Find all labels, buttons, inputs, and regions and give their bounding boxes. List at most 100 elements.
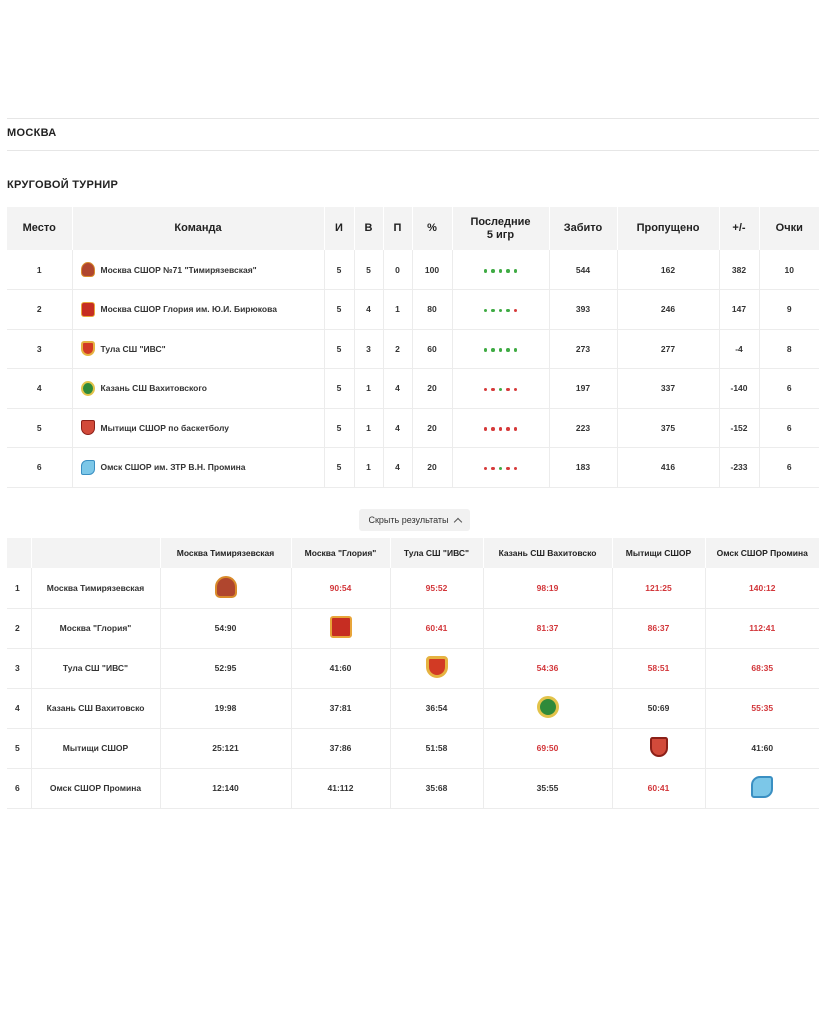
omsk-promin-logo-icon — [751, 776, 774, 798]
conceded-cell: 337 — [617, 368, 720, 409]
win-dot-icon — [491, 269, 495, 273]
match-score[interactable]: 52:95 — [160, 648, 292, 689]
match-score[interactable]: 51:58 — [390, 728, 484, 769]
header-scored[interactable]: Забито — [549, 207, 618, 250]
matrix-rank: 1 — [7, 568, 32, 609]
match-score[interactable]: 90:54 — [291, 568, 391, 609]
standings-row[interactable]: 1 Москва СШОР №71 "Тимирязевская" 5 5 0 100 54… — [7, 250, 819, 290]
place-cell: 1 — [7, 250, 73, 290]
team-name[interactable]: Тула СШ "ИВС" — [100, 343, 166, 354]
header-last5-line1: Последние — [470, 215, 531, 228]
match-score[interactable]: 55:35 — [705, 688, 819, 729]
team-name[interactable]: Москва СШОР №71 "Тимирязевская" — [100, 264, 257, 275]
match-score[interactable]: 36:54 — [390, 688, 484, 729]
win-dot-icon — [498, 308, 503, 313]
match-score[interactable]: 69:50 — [483, 728, 613, 769]
match-score[interactable]: 86:37 — [612, 608, 706, 649]
matrix-team-name[interactable]: Тула СШ "ИВС" — [31, 648, 161, 689]
match-score[interactable]: 68:35 — [705, 648, 819, 689]
match-score[interactable]: 54:90 — [160, 608, 292, 649]
match-score[interactable]: 54:36 — [483, 648, 613, 689]
header-losses[interactable]: П — [383, 207, 413, 250]
wins-cell: 3 — [354, 329, 384, 369]
points-cell: 9 — [759, 289, 819, 330]
match-score[interactable]: 95:52 — [390, 568, 484, 609]
matrix-team-name[interactable]: Омск СШОР Промина — [31, 768, 161, 809]
scored-cell: 393 — [549, 289, 618, 330]
mytishchi-logo-icon — [649, 737, 668, 757]
standings-row[interactable]: 6 Омск СШОР им. ЗТР В.Н. Промина 5 1 4 20 183 4… — [7, 447, 819, 488]
team-cell[interactable]: Москва СШОР Глория им. Ю.И. Бирюкова — [72, 289, 325, 330]
match-score[interactable]: 60:41 — [390, 608, 484, 649]
header-diff[interactable]: +/- — [719, 207, 760, 250]
matrix-header-team-5[interactable]: Мытищи СШОР — [612, 538, 706, 568]
matrix-header-team-4[interactable]: Казань СШ Вахитовско — [483, 538, 613, 568]
team-cell[interactable]: Казань СШ Вахитовского — [72, 368, 325, 409]
matrix-header-team — [31, 538, 161, 568]
team-name[interactable]: Москва СШОР Глория им. Ю.И. Бирюкова — [100, 304, 277, 315]
match-score[interactable]: 35:55 — [483, 768, 613, 809]
loss-dot-icon — [513, 387, 518, 392]
header-last5-line2: 5 игр — [486, 228, 515, 241]
match-score[interactable]: 98:19 — [483, 568, 613, 609]
match-score[interactable]: 112:41 — [705, 608, 819, 649]
match-score[interactable]: 19:98 — [160, 688, 292, 729]
matrix-header-team-2[interactable]: Москва "Глория" — [291, 538, 391, 568]
standings-row[interactable]: 3 Тула СШ "ИВС" 5 3 2 60 273 277 -4 8 — [7, 329, 819, 369]
matrix-rank: 2 — [7, 608, 32, 649]
diff-cell: -152 — [719, 408, 760, 448]
header-team[interactable]: Команда — [72, 207, 325, 250]
last5-cell — [452, 447, 550, 488]
match-score[interactable]: 121:25 — [612, 568, 706, 609]
standings-row[interactable]: 4 Казань СШ Вахитовского 5 1 4 20 197 337 -140 6 — [7, 368, 819, 409]
match-score[interactable]: 58:51 — [612, 648, 706, 689]
win-dot-icon — [483, 308, 488, 313]
match-score[interactable]: 140:12 — [705, 568, 819, 609]
win-dot-icon — [506, 348, 510, 352]
match-score[interactable]: 50:69 — [612, 688, 706, 729]
team-cell[interactable]: Тула СШ "ИВС" — [72, 329, 325, 369]
team-cell[interactable]: Мытищи СШОР по баскетболу — [72, 408, 325, 448]
team-name[interactable]: Омск СШОР им. ЗТР В.Н. Промина — [100, 462, 246, 473]
matrix-team-name[interactable]: Казань СШ Вахитовско — [31, 688, 161, 729]
match-score[interactable]: 37:81 — [291, 688, 391, 729]
team-cell[interactable]: Москва СШОР №71 "Тимирязевская" — [72, 250, 325, 290]
matrix-header-row: Москва Тимирязевская Москва "Глория" Тула … — [7, 538, 819, 568]
hide-results-button[interactable]: Скрыть результаты — [359, 509, 470, 531]
standings-row[interactable]: 5 Мытищи СШОР по баскетболу 5 1 4 20 223 375 -15… — [7, 408, 819, 448]
header-conceded[interactable]: Пропущено — [617, 207, 720, 250]
match-score[interactable]: 81:37 — [483, 608, 613, 649]
team-name[interactable]: Казань СШ Вахитовского — [100, 383, 207, 394]
match-score[interactable]: 41:112 — [291, 768, 391, 809]
matrix-header-team-1[interactable]: Москва Тимирязевская — [160, 538, 292, 568]
mytishchi-logo-icon — [80, 420, 95, 436]
match-score[interactable]: 60:41 — [612, 768, 706, 809]
match-score[interactable]: 41:60 — [705, 728, 819, 769]
match-score[interactable]: 25:121 — [160, 728, 292, 769]
team-name[interactable]: Мытищи СШОР по баскетболу — [100, 422, 229, 433]
matrix-header-team-3[interactable]: Тула СШ "ИВС" — [390, 538, 484, 568]
matrix-row: 3 Тула СШ "ИВС" 52:95 41:60 54:36 58:51 68:35 — [7, 648, 819, 689]
match-score[interactable]: 35:68 — [390, 768, 484, 809]
last5-dots — [483, 466, 518, 471]
match-score[interactable]: 41:60 — [291, 648, 391, 689]
diff-cell: -140 — [719, 368, 760, 409]
scored-cell: 223 — [549, 408, 618, 448]
header-place[interactable]: Место — [7, 207, 73, 250]
chevron-up-icon — [453, 517, 462, 526]
matrix-team-name[interactable]: Москва Тимирязевская — [31, 568, 161, 609]
match-score[interactable]: 37:86 — [291, 728, 391, 769]
matrix-team-name[interactable]: Москва "Глория" — [31, 608, 161, 649]
matrix-header-team-6[interactable]: Омск СШОР Промина — [705, 538, 819, 568]
standings-row[interactable]: 2 Москва СШОР Глория им. Ю.И. Бирюкова 5 4 1… — [7, 289, 819, 330]
header-points[interactable]: Очки — [759, 207, 819, 250]
top-divider — [7, 118, 819, 119]
team-cell[interactable]: Омск СШОР им. ЗТР В.Н. Промина — [72, 447, 325, 488]
last5-dots — [483, 387, 518, 392]
match-score[interactable]: 12:140 — [160, 768, 292, 809]
header-pct[interactable]: % — [412, 207, 453, 250]
hide-results-label: Скрыть результаты — [368, 515, 449, 525]
header-wins[interactable]: В — [354, 207, 384, 250]
header-games[interactable]: И — [324, 207, 355, 250]
matrix-team-name[interactable]: Мытищи СШОР — [31, 728, 161, 769]
